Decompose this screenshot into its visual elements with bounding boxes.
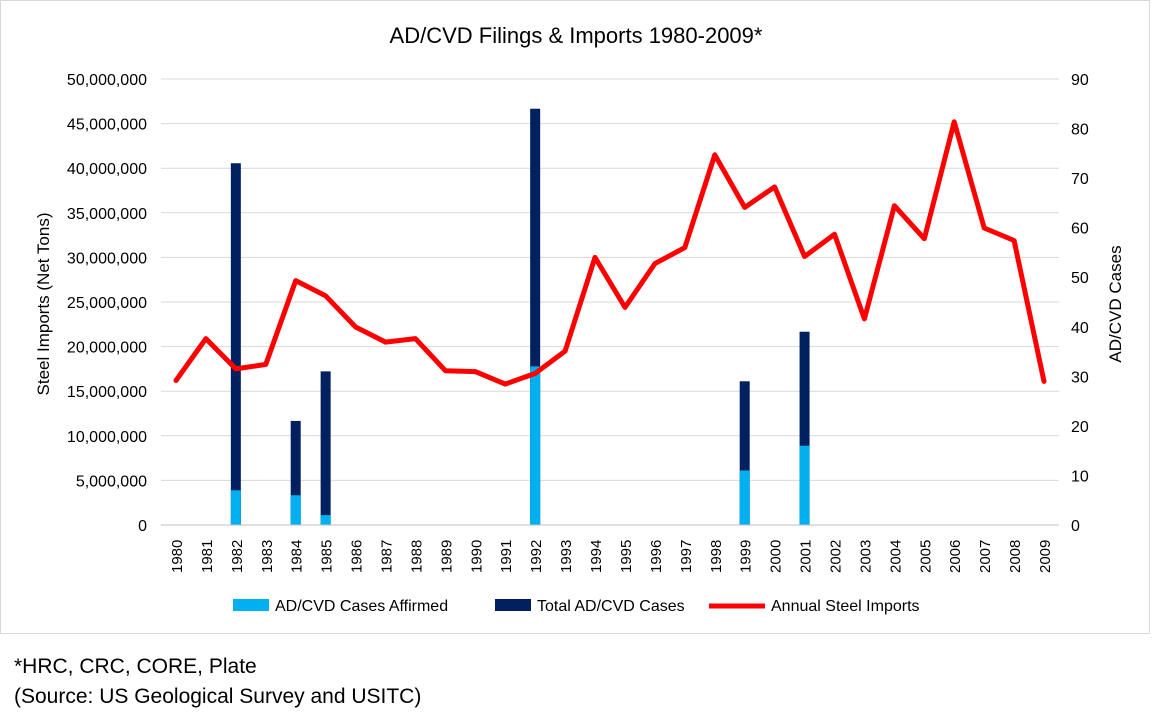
y2-tick-label: 0: [1071, 518, 1080, 535]
x-tick-label: 1980: [169, 540, 186, 573]
affirmed-cases-bar: [230, 490, 241, 525]
footnote-source: (Source: US Geological Survey and USITC): [14, 685, 422, 708]
x-tick-label: 2008: [1007, 540, 1024, 573]
x-tick-label: 1987: [379, 540, 396, 573]
x-tick-label: 1989: [438, 540, 455, 573]
y-tick-label: 5,000,000: [76, 473, 147, 490]
x-tick-label: 1986: [349, 540, 366, 573]
legend-label-total: Total AD/CVD Cases: [537, 598, 685, 615]
legend-swatch-total: [495, 599, 531, 611]
total-cases-bar: [320, 371, 331, 525]
legend-label-imports: Annual Steel Imports: [771, 598, 920, 615]
x-tick-label: 1983: [259, 540, 276, 573]
x-tick-label: 1982: [229, 540, 246, 573]
y2-tick-label: 20: [1071, 419, 1089, 436]
gridlines: [161, 78, 1059, 481]
x-tick-label: 1995: [618, 540, 635, 573]
y-tick-label: 20,000,000: [67, 340, 147, 357]
x-tick-label: 1992: [528, 540, 545, 573]
y-tick-label: 35,000,000: [67, 206, 147, 223]
x-tick-label: 2000: [768, 540, 785, 573]
y2-tick-label: 30: [1071, 369, 1089, 386]
x-tick-label: 1996: [648, 540, 665, 573]
x-tick-label: 2002: [828, 540, 845, 573]
x-tick-label: 2005: [917, 540, 934, 573]
footnote-products: *HRC, CRC, CORE, Plate: [14, 655, 257, 678]
affirmed-cases-bar: [530, 366, 541, 525]
y-axis-label: Steel Imports (Net Tons): [34, 213, 53, 396]
x-tick-label: 1985: [319, 540, 336, 573]
chart-frame: AD/CVD Filings & Imports 1980-2009* 0 5,0…: [0, 0, 1150, 634]
x-tick-label: 1994: [588, 540, 605, 573]
affirmed-cases-bar: [739, 470, 750, 525]
x-tick-label: 1998: [708, 540, 725, 573]
x-tick-label: 1984: [289, 540, 306, 573]
y-tick-label: 40,000,000: [67, 161, 147, 178]
x-tick-label: 2009: [1037, 540, 1054, 573]
total-cases-bar: [799, 331, 810, 525]
y2-tick-label: 60: [1071, 221, 1089, 238]
bars: [230, 108, 810, 525]
x-tick-label: 2003: [857, 540, 874, 573]
y2-tick-label: 50: [1071, 270, 1089, 287]
chart: AD/CVD Filings & Imports 1980-2009* 0 5,0…: [34, 23, 1125, 615]
affirmed-cases-bar: [799, 445, 810, 525]
y-tick-label: 15,000,000: [67, 384, 147, 401]
y2-tick-label: 90: [1071, 72, 1089, 89]
x-tick-label: 2007: [977, 540, 994, 573]
y-tick-label: 10,000,000: [67, 429, 147, 446]
x-tick-label: 1981: [199, 540, 216, 573]
x-tick-label: 1990: [468, 540, 485, 573]
y-tick-label: 30,000,000: [67, 250, 147, 267]
legend-label-affirmed: AD/CVD Cases Affirmed: [275, 598, 448, 615]
y-tick-label: 25,000,000: [67, 295, 147, 312]
y-tick-label: 50,000,000: [67, 72, 147, 89]
y2-tick-label: 80: [1071, 122, 1089, 139]
affirmed-cases-bar: [320, 515, 331, 525]
affirmed-cases-bar: [290, 495, 301, 525]
x-tick-label: 1991: [498, 540, 515, 573]
x-tick-label: 1988: [408, 540, 425, 573]
y2-tick-label: 70: [1071, 171, 1089, 188]
y2-axis-label: AD/CVD Cases: [1106, 245, 1125, 362]
x-tick-label: 1997: [678, 540, 695, 573]
total-cases-bar: [530, 108, 541, 525]
x-tick-label: 2006: [947, 540, 964, 573]
y-tick-label: 45,000,000: [67, 117, 147, 134]
total-cases-bar: [290, 420, 301, 525]
chart-title: AD/CVD Filings & Imports 1980-2009*: [390, 23, 763, 48]
import-line: [173, 119, 1047, 387]
legend: AD/CVD Cases Affirmed Total AD/CVD Cases A…: [233, 598, 920, 615]
total-cases-bar: [739, 381, 750, 525]
imports-series-line: [173, 119, 1047, 387]
y2-tick-label: 10: [1071, 468, 1089, 485]
axes: 0 5,000,000 10,000,000 15,000,000 20,000,000…: [67, 72, 1089, 573]
x-tick-label: 2004: [887, 540, 904, 573]
y2-tick-label: 40: [1071, 320, 1089, 337]
total-cases-bar: [230, 163, 241, 525]
x-tick-label: 1993: [558, 540, 575, 573]
x-tick-label: 2001: [798, 540, 815, 573]
legend-swatch-affirmed: [233, 599, 269, 611]
y-tick-label: 0: [138, 518, 147, 535]
x-tick-label: 1999: [738, 540, 755, 573]
footnote: *HRC, CRC, CORE, Plate (Source: US Geolo…: [14, 652, 421, 712]
